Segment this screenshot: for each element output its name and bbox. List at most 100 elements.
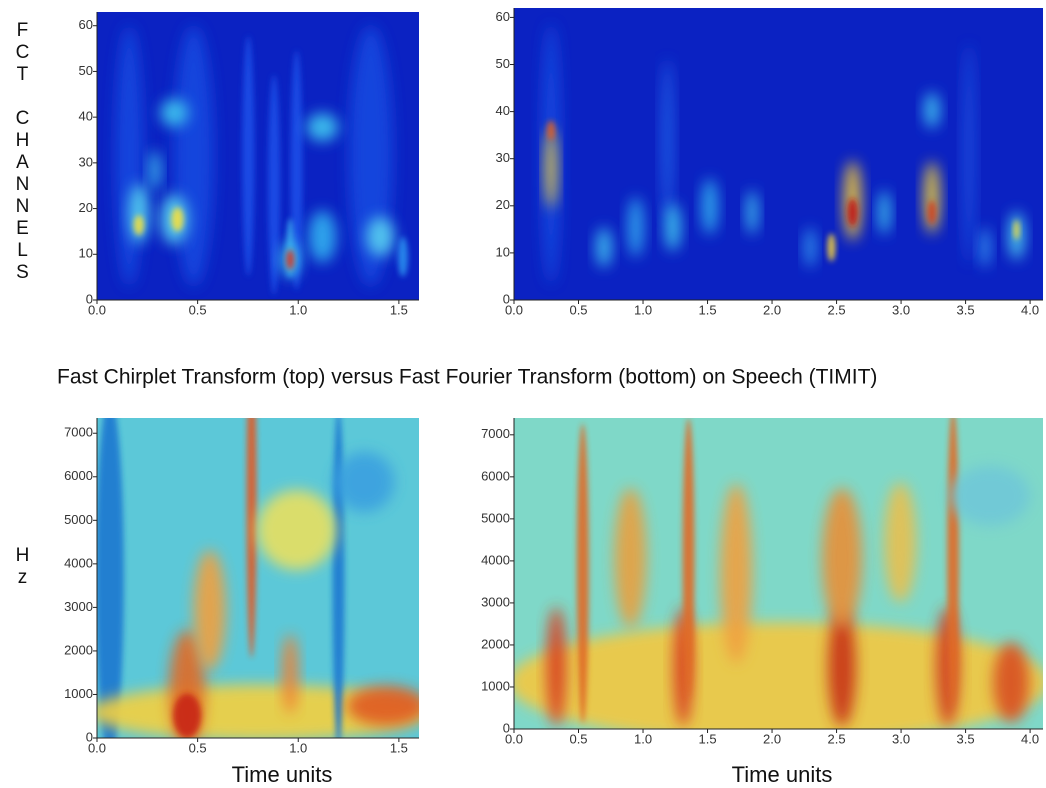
heatmap-texture: [148, 150, 161, 191]
heatmap-texture: [173, 26, 214, 286]
heatmap-texture: [720, 483, 753, 664]
x-tick-label: 1.0: [289, 302, 307, 317]
x-tick-label: 4.0: [1021, 731, 1039, 746]
y-tick-label: 0: [86, 291, 93, 306]
x-tick-label: 0.0: [505, 731, 523, 746]
heatmap-texture: [128, 183, 149, 244]
heatmap-texture: [171, 207, 184, 232]
heatmap-texture: [682, 418, 695, 698]
heatmap-texture: [884, 482, 917, 603]
heatmap-texture: [133, 215, 144, 236]
x-tick-label: 1.0: [634, 731, 652, 746]
heatmap-texture: [595, 227, 612, 268]
x-tick-label: 2.5: [828, 302, 846, 317]
y-tick-label: 0: [503, 291, 510, 306]
y-tick-label: 3000: [64, 599, 93, 614]
x-tick-label: 3.5: [957, 731, 975, 746]
x-tick-label: 0.0: [88, 740, 106, 755]
x-tick-label: 0.5: [569, 302, 587, 317]
heatmap-texture: [256, 490, 337, 570]
heatmap-texture: [993, 642, 1030, 723]
heatmap-texture: [286, 249, 295, 270]
x-tick-label: 1.0: [289, 740, 307, 755]
x-tick-label: 1.0: [634, 302, 652, 317]
heatmap-texture: [97, 418, 124, 738]
heatmap-texture: [160, 98, 189, 127]
figure-title: Fast Chirplet Transform (top) versus Fas…: [57, 366, 877, 389]
panel: 0.0 0.5 1.0 1.5 0 10 20 30 40 50 60 FCT CHANNELS: [12, 12, 419, 317]
y-tick-label: 50: [79, 63, 93, 78]
x-tick-label: 2.0: [763, 302, 781, 317]
panel: 0.0 0.5 1.0 1.5 0 1000 2000 3000 4000 5000 6000 700…: [12, 418, 419, 787]
y-tick-label: 5000: [64, 512, 93, 527]
heatmap-texture: [950, 465, 1031, 526]
heatmap-texture: [1013, 219, 1020, 240]
y-tick-label: 4000: [64, 555, 93, 570]
y-tick-label: 20: [79, 200, 93, 215]
heatmap-texture: [115, 26, 144, 286]
y-tick-label: 10: [79, 246, 93, 261]
y-tick-label: 1000: [481, 678, 510, 693]
heatmap-texture: [746, 190, 759, 235]
heatmap-texture: [334, 452, 395, 512]
y-tick-label: 50: [496, 56, 510, 71]
x-tick-label: 3.0: [892, 731, 910, 746]
y-tick-label: 1000: [64, 686, 93, 701]
y-tick-label: 40: [79, 109, 93, 124]
heatmap-texture: [397, 236, 408, 277]
heatmap-texture: [978, 227, 991, 268]
heatmap-texture: [308, 210, 337, 263]
heatmap-texture: [927, 200, 936, 225]
heatmap-texture: [827, 606, 856, 727]
heatmap-texture: [546, 606, 567, 727]
heatmap-texture: [664, 203, 681, 251]
heatmap-texture: [290, 50, 303, 291]
x-tick-label: 0.5: [189, 302, 207, 317]
heatmap-texture: [947, 418, 960, 708]
heatmap-texture: [545, 128, 558, 209]
heatmap-texture: [282, 634, 299, 714]
y-tick-label: 6000: [64, 468, 93, 483]
panel: 0.0 0.5 1.0 1.5 2.0 2.5 3.0 3.5 4.0 0 1000 2000 3000…: [481, 418, 1043, 787]
y-tick-label: 2000: [64, 642, 93, 657]
y-tick-label: 7000: [64, 425, 93, 440]
x-tick-label: 0.5: [189, 740, 207, 755]
y-tick-label: 5000: [481, 510, 510, 525]
y-tick-label: 7000: [481, 426, 510, 441]
heatmap-texture: [514, 622, 1043, 729]
y-axis-label: FCT CHANNELS: [12, 20, 33, 284]
y-tick-label: 2000: [481, 636, 510, 651]
y-tick-label: 6000: [481, 468, 510, 483]
heatmap-texture: [547, 120, 556, 141]
heatmap-texture: [193, 550, 226, 670]
heatmap-texture: [332, 418, 345, 738]
x-tick-label: 3.0: [892, 302, 910, 317]
y-tick-label: 10: [496, 244, 510, 259]
x-axis-label: Time units: [732, 762, 833, 787]
heatmap-texture: [346, 686, 419, 726]
x-tick-label: 3.5: [957, 302, 975, 317]
heatmap-texture: [366, 216, 395, 257]
y-tick-label: 0: [503, 720, 510, 735]
x-tick-label: 4.0: [1021, 302, 1039, 317]
heatmap-texture: [242, 36, 255, 276]
heatmap-texture: [661, 59, 674, 220]
heatmap-texture: [614, 487, 647, 628]
heatmap-texture: [246, 418, 257, 658]
y-tick-label: 60: [79, 17, 93, 32]
heatmap: [514, 8, 1043, 300]
panel: 0.0 0.5 1.0 1.5 2.0 2.5 3.0 3.5 4.0 0 10 20 30 40 50 60: [496, 8, 1043, 317]
x-tick-label: 1.5: [390, 302, 408, 317]
x-tick-label: 2.0: [763, 731, 781, 746]
heatmap-texture: [923, 92, 940, 129]
heatmap-texture: [804, 227, 817, 268]
y-tick-label: 60: [496, 9, 510, 24]
heatmap: [97, 12, 419, 300]
x-axis-label: Time units: [232, 762, 333, 787]
x-tick-label: 0.5: [569, 731, 587, 746]
heatmap: [514, 418, 1043, 729]
y-tick-label: 4000: [481, 552, 510, 567]
heatmap-texture: [827, 233, 836, 262]
y-tick-label: 30: [496, 150, 510, 165]
